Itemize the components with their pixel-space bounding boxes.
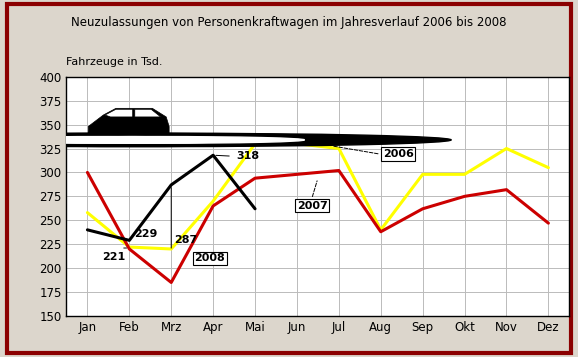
Polygon shape [105,109,133,117]
Text: 229: 229 [134,230,158,240]
Polygon shape [88,108,169,138]
Circle shape [11,136,305,143]
Text: 221: 221 [102,252,125,262]
Text: 2006: 2006 [383,149,414,159]
Circle shape [0,133,451,147]
Circle shape [0,133,399,147]
Text: Fahrzeuge in Tsd.: Fahrzeuge in Tsd. [66,57,163,67]
Polygon shape [88,126,103,138]
Text: 287: 287 [174,235,198,245]
Text: 318: 318 [236,151,260,161]
Text: 2008: 2008 [194,253,225,263]
Text: Neuzulassungen von Personenkraftwagen im Jahresverlauf 2006 bis 2008: Neuzulassungen von Personenkraftwagen im… [71,16,507,29]
Text: 2007: 2007 [297,201,328,211]
Circle shape [0,136,253,143]
Polygon shape [135,109,161,117]
